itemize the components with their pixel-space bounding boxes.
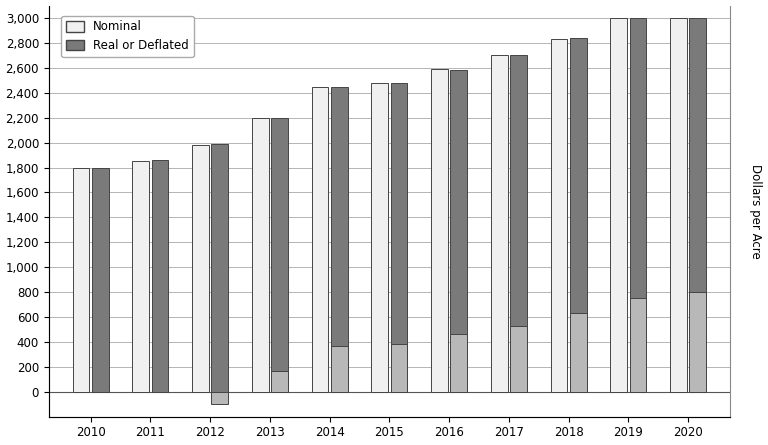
Bar bbox=[431, 69, 448, 392]
Bar bbox=[92, 167, 108, 392]
Bar bbox=[192, 145, 209, 392]
Y-axis label: Dollars per Acre: Dollars per Acre bbox=[750, 164, 763, 259]
Bar bbox=[570, 38, 587, 392]
Bar bbox=[690, 292, 706, 392]
Bar bbox=[132, 161, 149, 392]
Bar bbox=[450, 70, 467, 392]
Bar bbox=[372, 83, 388, 392]
Bar bbox=[450, 335, 467, 392]
Bar bbox=[491, 55, 508, 392]
Bar bbox=[510, 326, 527, 392]
Bar bbox=[331, 86, 348, 392]
Bar bbox=[690, 18, 706, 392]
Bar bbox=[551, 39, 568, 392]
Bar bbox=[271, 371, 288, 392]
Bar bbox=[252, 117, 269, 392]
Bar bbox=[331, 346, 348, 392]
Bar bbox=[271, 117, 288, 392]
Legend: Nominal, Real or Deflated: Nominal, Real or Deflated bbox=[61, 16, 194, 57]
Bar bbox=[211, 392, 228, 404]
Bar bbox=[312, 86, 329, 392]
Bar bbox=[151, 160, 168, 392]
Bar bbox=[570, 313, 587, 392]
Bar bbox=[73, 167, 89, 392]
Bar bbox=[510, 55, 527, 392]
Bar bbox=[611, 18, 627, 392]
Bar bbox=[211, 144, 228, 392]
Bar bbox=[630, 298, 647, 392]
Bar bbox=[670, 18, 687, 392]
Bar bbox=[391, 344, 407, 392]
Bar bbox=[391, 83, 407, 392]
Bar bbox=[630, 18, 647, 392]
